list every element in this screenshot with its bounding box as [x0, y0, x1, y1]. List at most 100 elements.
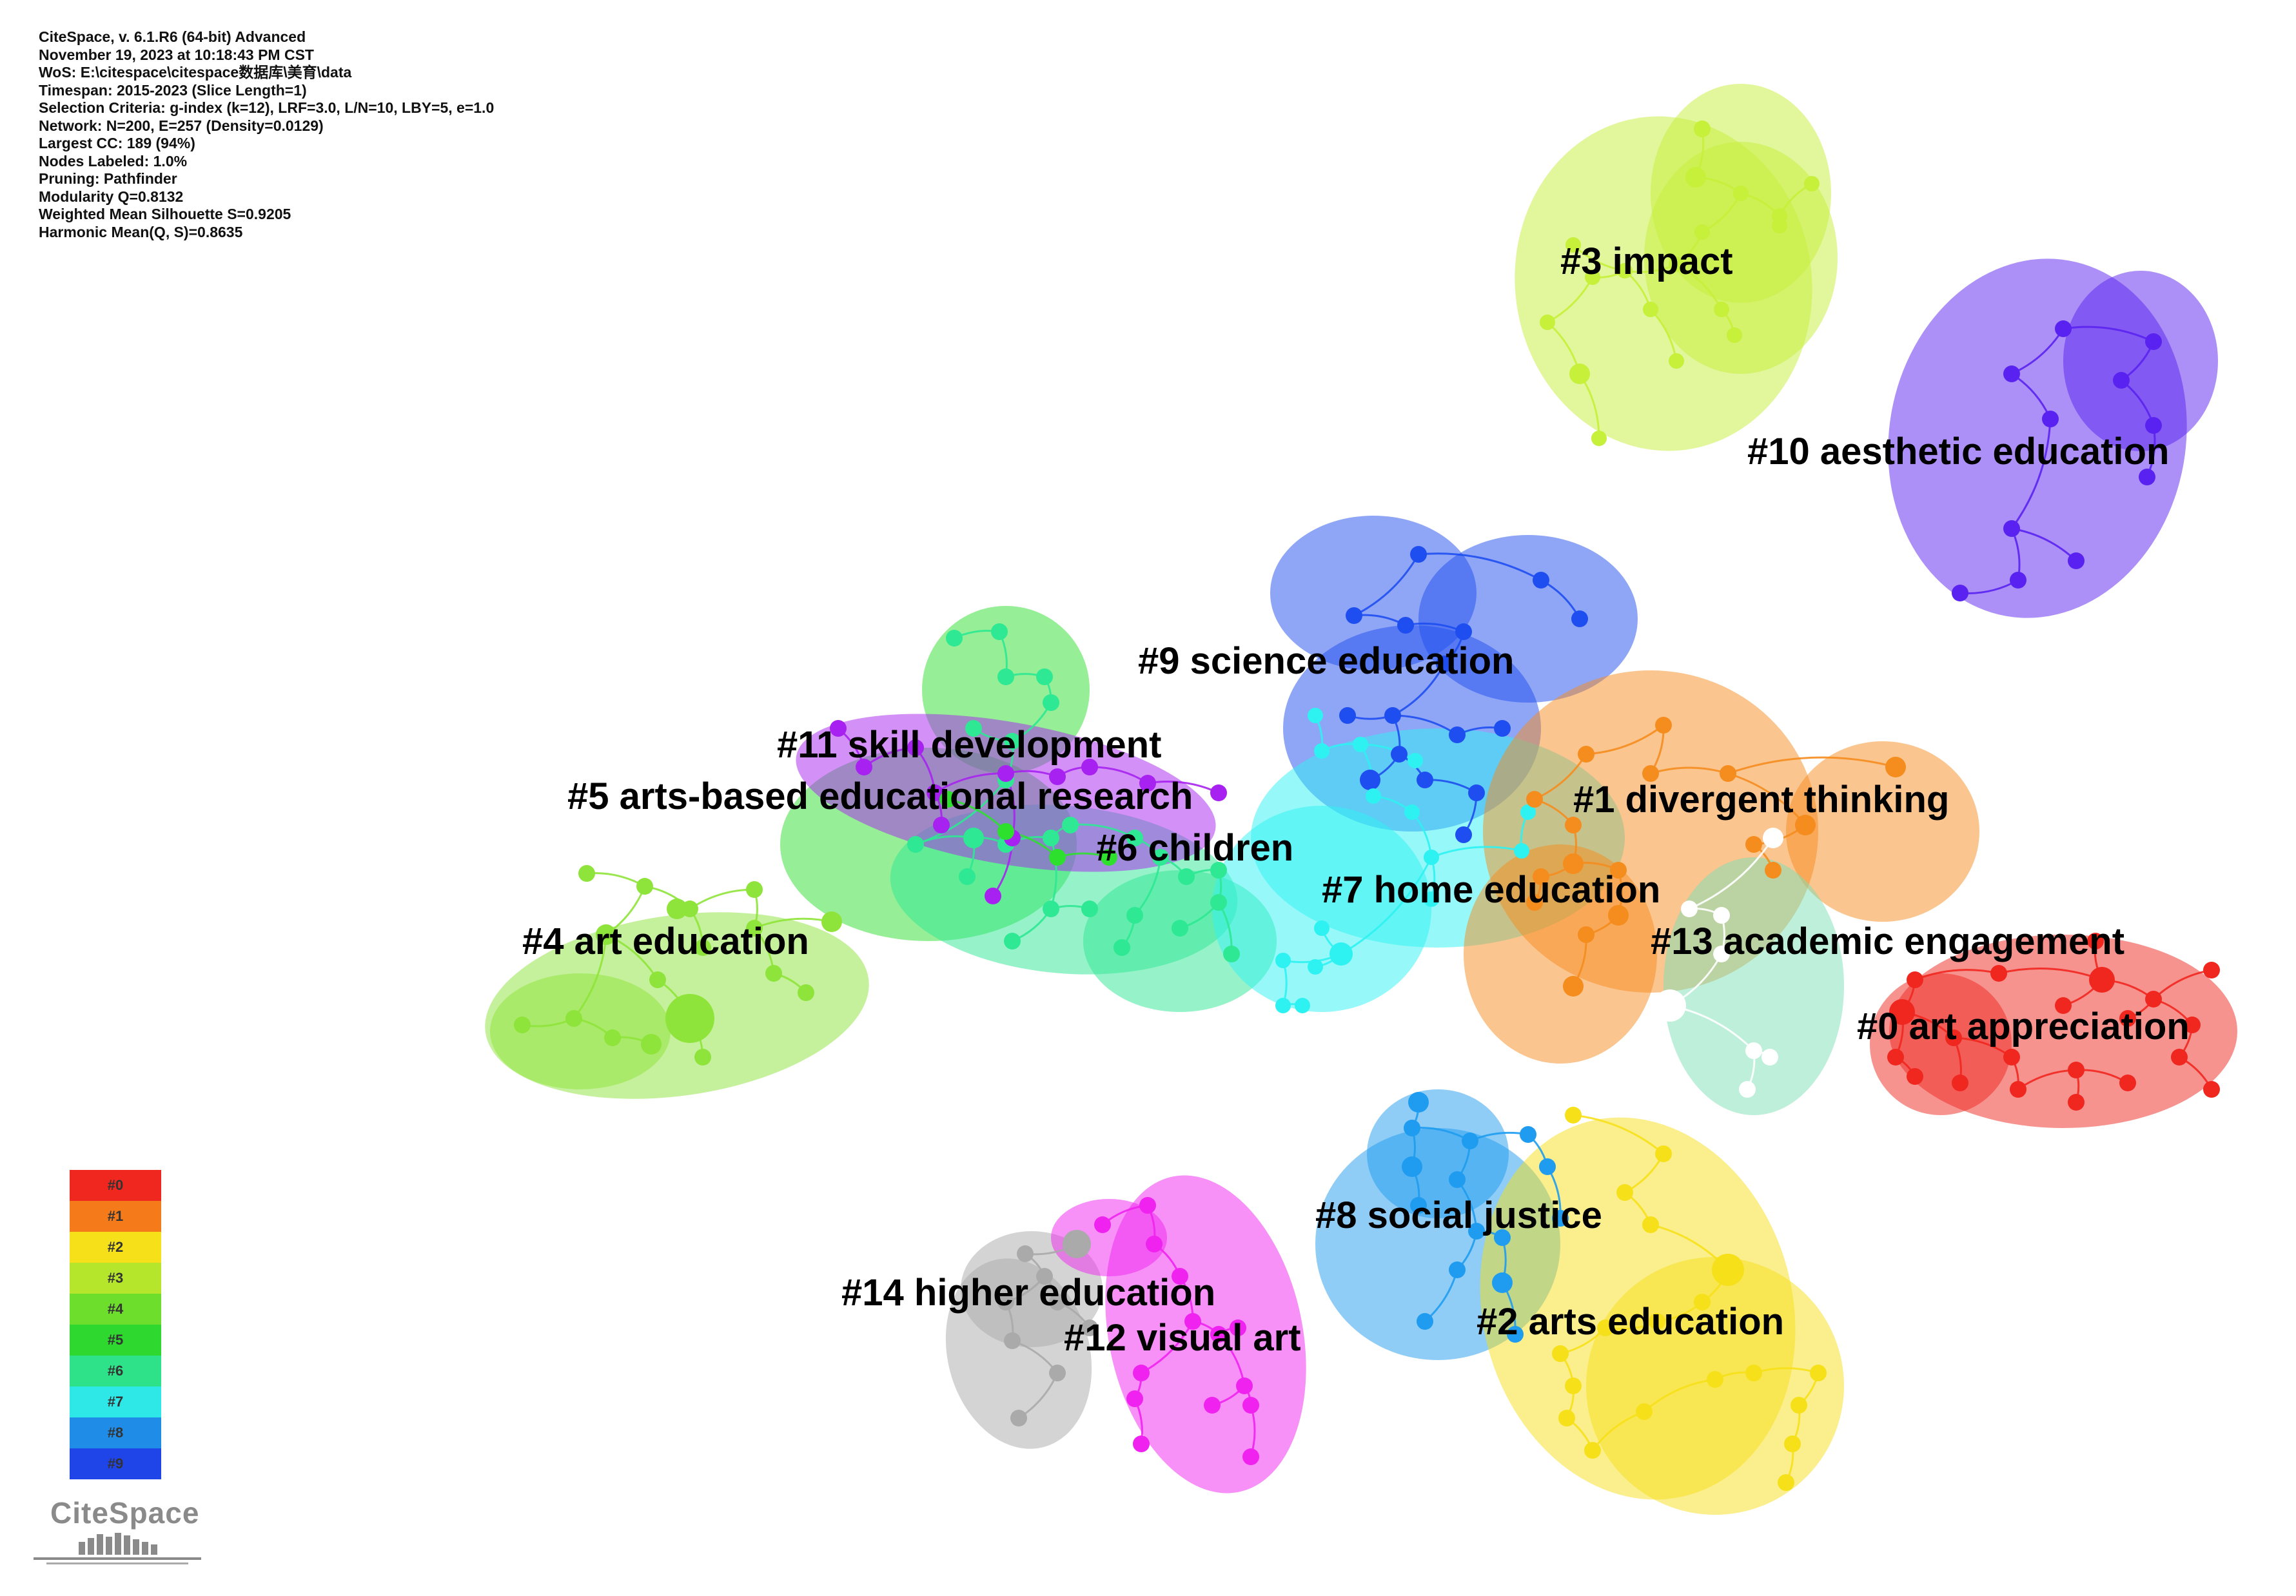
node-c3[interactable]	[1669, 353, 1684, 369]
node-c0[interactable]	[2171, 1049, 2188, 1066]
node-c4[interactable]	[565, 1010, 582, 1027]
node-c13[interactable]	[1745, 1042, 1762, 1059]
node-c7[interactable]	[1408, 753, 1423, 768]
node-c7[interactable]	[1353, 737, 1368, 752]
node-c11[interactable]	[1139, 775, 1156, 792]
node-c3[interactable]	[1617, 263, 1633, 278]
node-c2[interactable]	[1810, 1365, 1827, 1381]
node-c6[interactable]	[997, 668, 1014, 685]
node-c14[interactable]	[1063, 1230, 1091, 1258]
node-c3[interactable]	[1669, 257, 1684, 272]
node-c13[interactable]	[1761, 1049, 1778, 1066]
cluster-label-c4[interactable]: #4 art education	[522, 920, 809, 962]
node-c2[interactable]	[1565, 1377, 1582, 1394]
node-c11[interactable]	[830, 720, 847, 737]
node-c9[interactable]	[1339, 707, 1356, 724]
node-c2[interactable]	[1552, 1345, 1569, 1362]
node-c3[interactable]	[1804, 176, 1820, 191]
node-c4[interactable]	[636, 878, 653, 895]
cluster-label-c12[interactable]: #12 visual art	[1064, 1317, 1301, 1359]
node-c1[interactable]	[1526, 791, 1543, 808]
node-c2[interactable]	[1791, 1397, 1807, 1414]
node-c6[interactable]	[965, 720, 982, 737]
node-c1[interactable]	[1642, 765, 1659, 782]
node-c8[interactable]	[1402, 1156, 1422, 1177]
node-c7[interactable]	[1314, 920, 1330, 936]
node-c6[interactable]	[1043, 830, 1059, 846]
node-c5[interactable]	[939, 791, 956, 808]
node-c3[interactable]	[1714, 302, 1729, 317]
node-c8[interactable]	[1404, 1120, 1420, 1136]
node-c7[interactable]	[1314, 743, 1330, 759]
node-c8[interactable]	[1408, 1092, 1429, 1113]
node-c1[interactable]	[1720, 765, 1736, 782]
node-c4[interactable]	[649, 971, 666, 988]
node-c7[interactable]	[1275, 953, 1291, 968]
node-c2[interactable]	[1745, 1365, 1762, 1381]
cluster-label-c2[interactable]: #2 arts education	[1477, 1301, 1784, 1343]
node-c9[interactable]	[1397, 617, 1414, 634]
node-c7[interactable]	[1330, 942, 1353, 966]
node-c12[interactable]	[1133, 1365, 1150, 1381]
node-c6[interactable]	[1043, 900, 1059, 917]
node-c0[interactable]	[1945, 1029, 1962, 1046]
node-c6[interactable]	[907, 836, 924, 853]
node-c6[interactable]	[1126, 830, 1143, 846]
node-c13[interactable]	[1713, 907, 1730, 924]
node-c12[interactable]	[1133, 1435, 1150, 1452]
node-c3[interactable]	[1643, 302, 1658, 317]
node-c10[interactable]	[2010, 572, 2026, 589]
node-c6[interactable]	[1043, 694, 1059, 711]
node-c1[interactable]	[1578, 746, 1594, 763]
node-c8[interactable]	[1417, 1313, 1433, 1330]
node-c6[interactable]	[1223, 946, 1240, 962]
node-c0[interactable]	[2119, 1075, 2136, 1091]
node-c10[interactable]	[2139, 469, 2155, 485]
node-c12[interactable]	[1172, 1268, 1188, 1285]
node-c4[interactable]	[798, 984, 814, 1001]
node-c1[interactable]	[1795, 815, 1816, 835]
node-c14[interactable]	[1004, 1332, 1021, 1349]
node-c1[interactable]	[1885, 757, 1906, 777]
node-c10[interactable]	[2055, 320, 2072, 337]
node-c0[interactable]	[2184, 1017, 2201, 1033]
node-c8[interactable]	[1492, 1272, 1513, 1293]
node-c9[interactable]	[1417, 772, 1433, 788]
node-c0[interactable]	[2003, 1049, 2020, 1066]
node-c5[interactable]	[997, 823, 1014, 840]
node-c3[interactable]	[1585, 269, 1600, 285]
node-c3[interactable]	[1591, 431, 1607, 446]
cluster-label-c10[interactable]: #10 aesthetic education	[1747, 431, 2169, 472]
cluster-label-c8[interactable]: #8 social justice	[1315, 1194, 1602, 1236]
node-c4[interactable]	[694, 939, 711, 956]
node-c6[interactable]	[1210, 894, 1227, 911]
cluster-label-c5[interactable]: #5 arts-based educational research	[567, 775, 1193, 817]
node-c3[interactable]	[1733, 186, 1749, 201]
node-c9[interactable]	[1360, 770, 1380, 790]
node-c0[interactable]	[1907, 1068, 1923, 1085]
node-c1[interactable]	[1578, 926, 1594, 943]
node-c6[interactable]	[1210, 862, 1227, 879]
node-c1[interactable]	[1565, 817, 1582, 833]
node-c9[interactable]	[1346, 607, 1362, 624]
node-c0[interactable]	[2068, 1094, 2085, 1111]
node-c10[interactable]	[2003, 365, 2020, 382]
node-c3[interactable]	[1569, 364, 1590, 384]
node-c6[interactable]	[959, 868, 976, 885]
node-c12[interactable]	[1210, 1326, 1227, 1343]
cluster-label-c11[interactable]: #11 skill development	[777, 724, 1161, 766]
node-c9[interactable]	[1455, 826, 1472, 843]
node-c14[interactable]	[1081, 1319, 1098, 1336]
node-c3[interactable]	[1694, 224, 1710, 240]
node-c9[interactable]	[1410, 546, 1427, 563]
node-c0[interactable]	[1990, 965, 2007, 982]
node-c1[interactable]	[1610, 862, 1627, 879]
node-c4[interactable]	[746, 920, 763, 937]
node-c3[interactable]	[1540, 315, 1555, 330]
node-c12[interactable]	[1094, 1216, 1111, 1233]
node-c13[interactable]	[1763, 828, 1783, 848]
node-c0[interactable]	[2119, 1010, 2136, 1027]
node-c1[interactable]	[1526, 894, 1543, 911]
node-c14[interactable]	[1049, 1365, 1066, 1381]
node-c13[interactable]	[1654, 989, 1686, 1022]
